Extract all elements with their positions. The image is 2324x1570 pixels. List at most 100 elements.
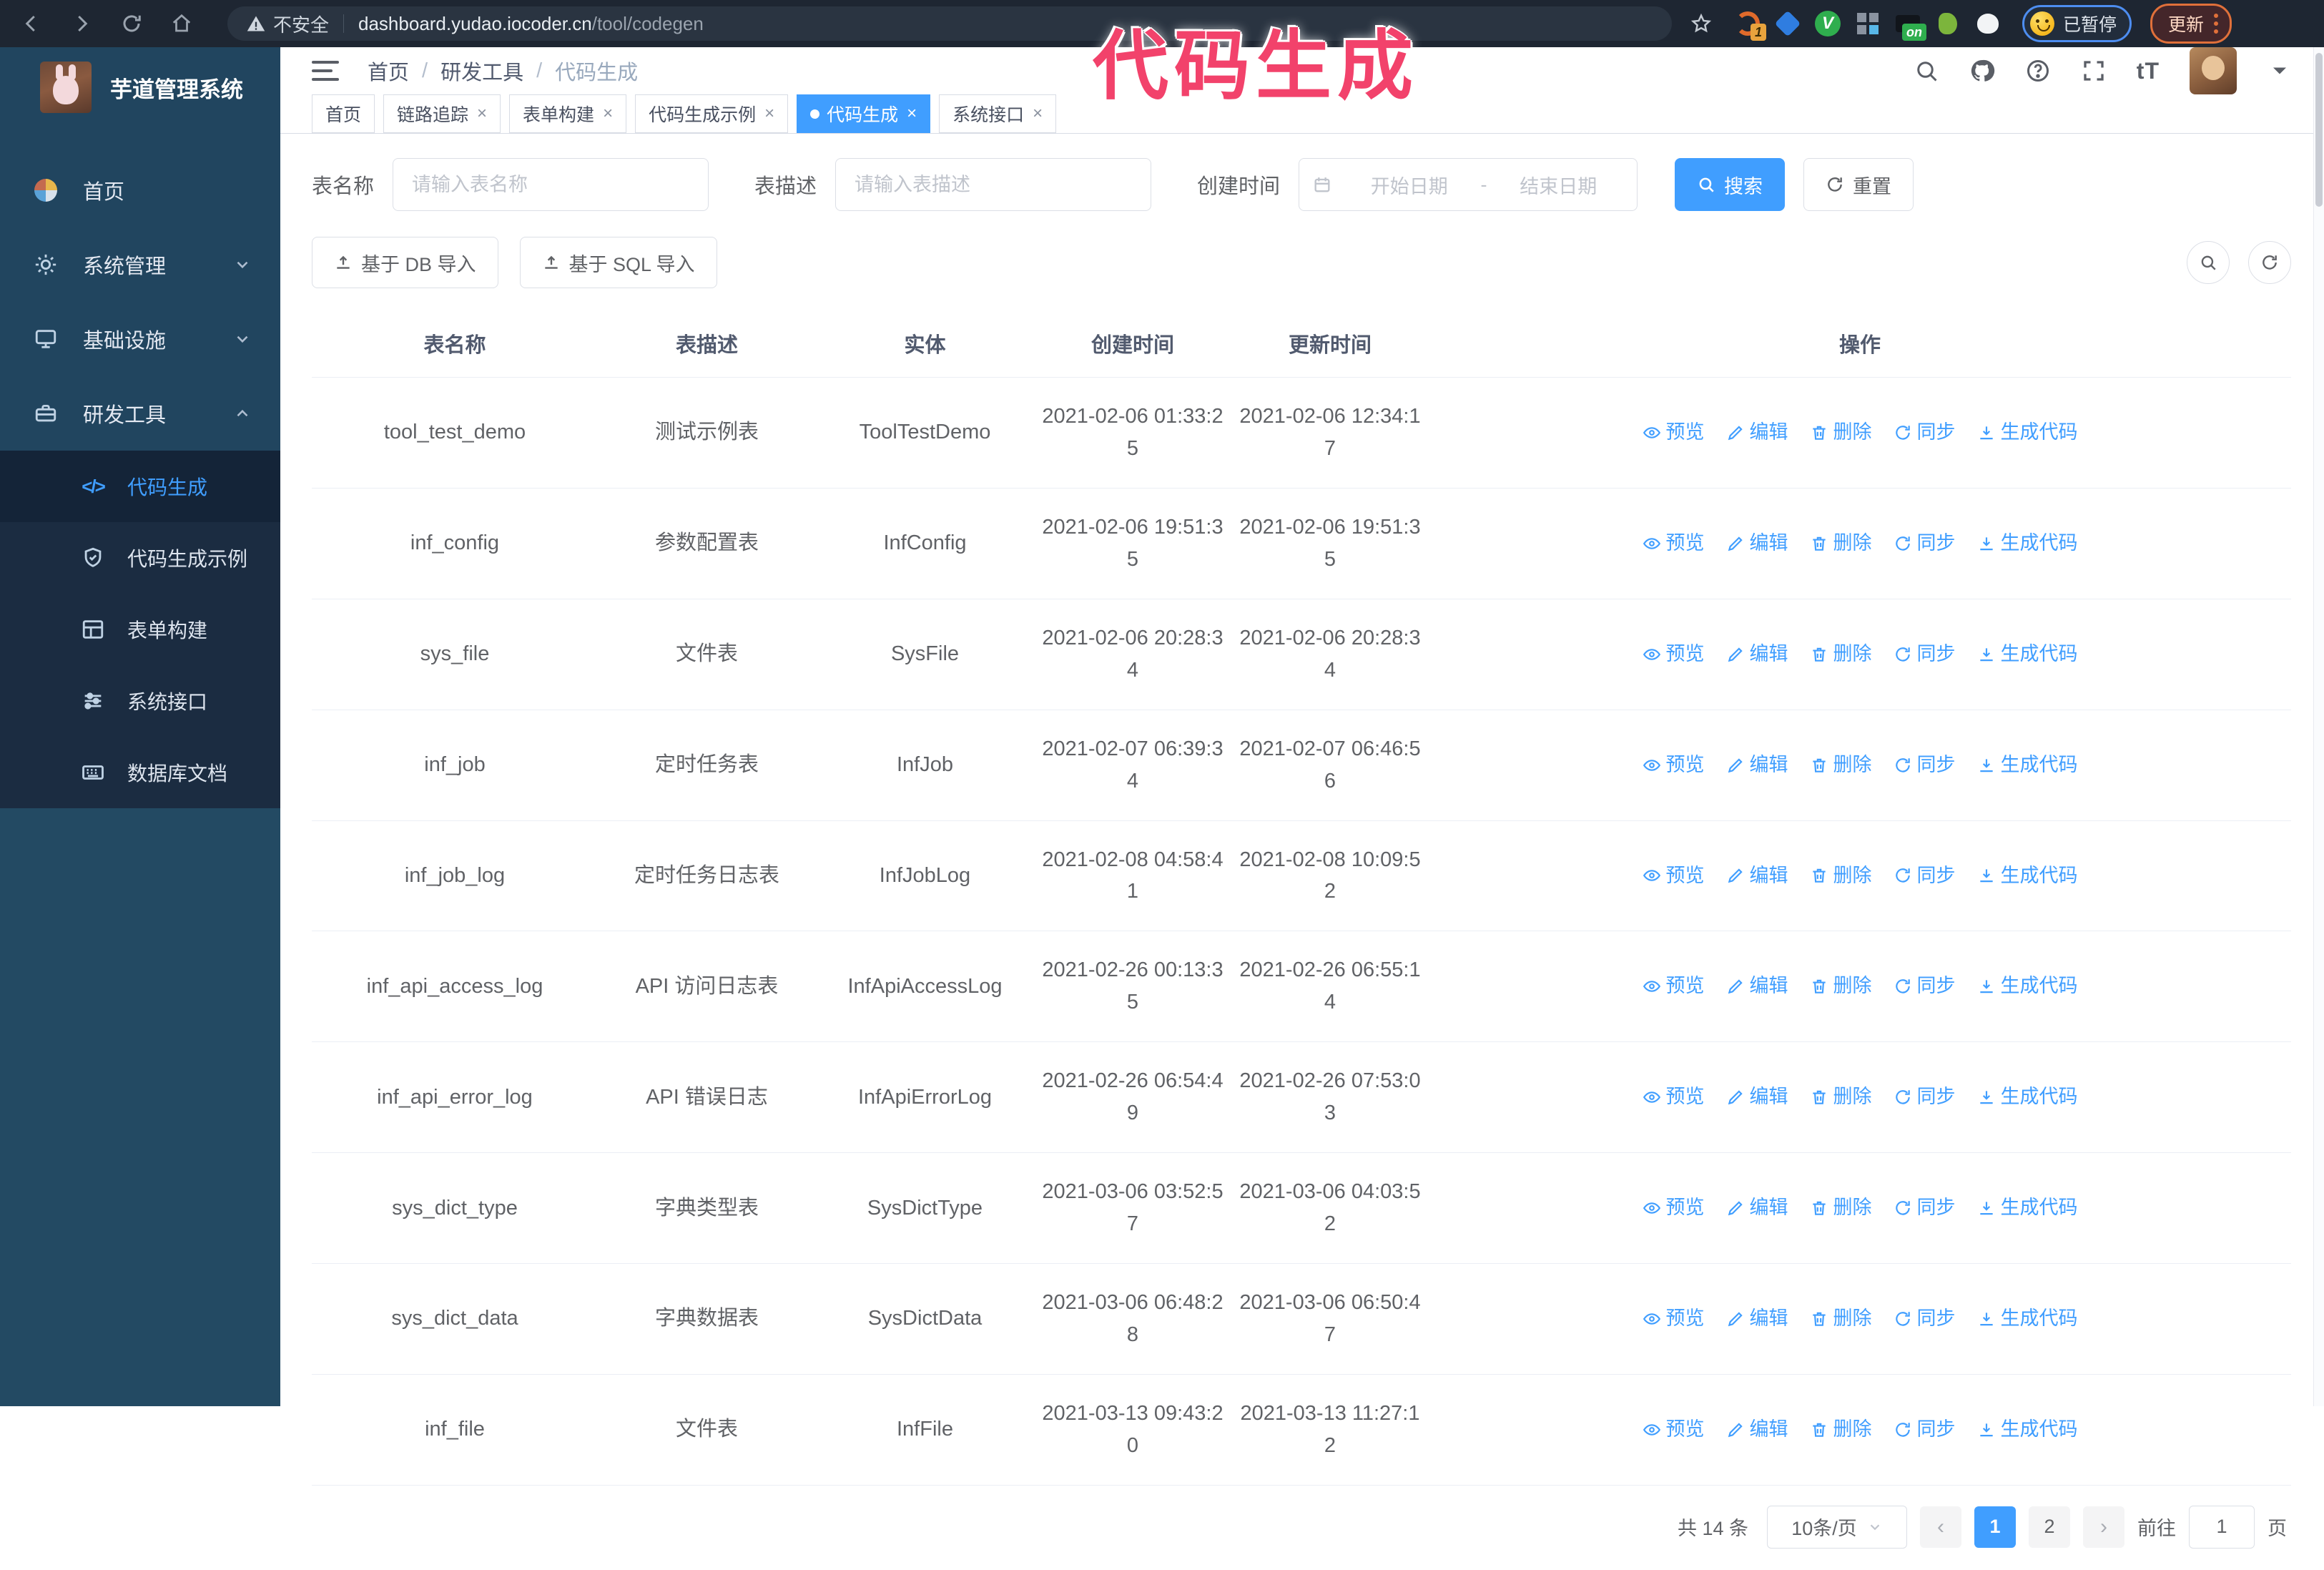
preview-link[interactable]: 预览 xyxy=(1643,529,1705,559)
generate-code-link[interactable]: 生成代码 xyxy=(1977,971,2078,1001)
address-bar[interactable]: 不安全 dashboard.yudao.iocoder.cn/tool/code… xyxy=(227,6,1672,41)
browser-update-button[interactable]: 更新 xyxy=(2150,4,2232,44)
tag-代码生成[interactable]: 代码生成 × xyxy=(797,94,931,133)
fullscreen-icon[interactable] xyxy=(2081,58,2107,84)
edit-link[interactable]: 编辑 xyxy=(1726,750,1788,780)
sync-link[interactable]: 同步 xyxy=(1894,418,1956,448)
url-host[interactable]: dashboard.yudao.iocoder.cn xyxy=(358,12,592,34)
refresh-table-button[interactable] xyxy=(2248,241,2291,284)
generate-code-link[interactable]: 生成代码 xyxy=(1977,1082,2078,1112)
delete-link[interactable]: 删除 xyxy=(1810,750,1872,780)
browser-menu-kebab-icon[interactable] xyxy=(2214,14,2219,34)
url-path[interactable]: /tool/codegen xyxy=(591,12,704,34)
browser-back-icon[interactable] xyxy=(16,8,47,39)
generate-code-link[interactable]: 生成代码 xyxy=(1977,861,2078,891)
sync-link[interactable]: 同步 xyxy=(1894,1415,1956,1445)
generate-code-link[interactable]: 生成代码 xyxy=(1977,750,2078,780)
preview-link[interactable]: 预览 xyxy=(1643,1415,1705,1445)
delete-link[interactable]: 删除 xyxy=(1810,1415,1872,1445)
browser-reload-icon[interactable] xyxy=(116,8,147,39)
hamburger-icon[interactable] xyxy=(312,61,339,81)
generate-code-link[interactable]: 生成代码 xyxy=(1977,1415,2078,1445)
extension-check-icon[interactable]: V xyxy=(1813,9,1842,38)
generate-code-link[interactable]: 生成代码 xyxy=(1977,529,2078,559)
toggle-search-button[interactable] xyxy=(2187,241,2230,284)
close-icon[interactable]: × xyxy=(764,104,775,123)
close-icon[interactable]: × xyxy=(603,104,614,123)
page-button-1[interactable]: 1 xyxy=(1974,1506,2016,1548)
preview-link[interactable]: 预览 xyxy=(1643,418,1705,448)
sidebar-item-infrastructure[interactable]: 基础设施 xyxy=(0,302,280,376)
preview-link[interactable]: 预览 xyxy=(1643,1304,1705,1334)
table-name-input[interactable] xyxy=(393,158,709,211)
search-button[interactable]: 搜索 xyxy=(1675,158,1786,211)
extension-proxy-icon[interactable]: 1 xyxy=(1733,9,1766,41)
logo-row[interactable]: 芋道管理系统 xyxy=(0,47,280,127)
close-icon[interactable]: × xyxy=(1033,104,1043,123)
user-avatar[interactable] xyxy=(2190,47,2237,94)
sidebar-item-system-manage[interactable]: 系统管理 xyxy=(0,227,280,302)
edit-link[interactable]: 编辑 xyxy=(1726,1193,1788,1223)
date-range-picker[interactable]: 开始日期 - 结束日期 xyxy=(1299,158,1638,211)
reset-button[interactable]: 重置 xyxy=(1803,158,1914,211)
scrollbar-thumb[interactable] xyxy=(2315,53,2323,207)
delete-link[interactable]: 删除 xyxy=(1810,1304,1872,1334)
breadcrumb-home[interactable]: 首页 xyxy=(368,62,410,84)
delete-link[interactable]: 删除 xyxy=(1810,1082,1872,1112)
sync-link[interactable]: 同步 xyxy=(1894,529,1956,559)
delete-link[interactable]: 删除 xyxy=(1810,861,1872,891)
search-icon[interactable] xyxy=(1914,58,1939,84)
page-size-select[interactable]: 10条/页 xyxy=(1767,1505,1907,1549)
close-icon[interactable]: × xyxy=(477,104,488,123)
tag-首页[interactable]: 首页 xyxy=(312,94,375,133)
sync-link[interactable]: 同步 xyxy=(1894,971,1956,1001)
generate-code-link[interactable]: 生成代码 xyxy=(1977,418,2078,448)
close-icon[interactable]: × xyxy=(907,104,917,123)
tag-系统接口[interactable]: 系统接口 × xyxy=(939,94,1057,133)
next-page-button[interactable]: › xyxy=(2083,1506,2124,1548)
table-desc-input[interactable] xyxy=(835,158,1152,211)
edit-link[interactable]: 编辑 xyxy=(1726,861,1788,891)
tag-代码生成示例[interactable]: 代码生成示例 × xyxy=(635,94,789,133)
sync-link[interactable]: 同步 xyxy=(1894,1304,1956,1334)
generate-code-link[interactable]: 生成代码 xyxy=(1977,639,2078,669)
edit-link[interactable]: 编辑 xyxy=(1726,418,1788,448)
help-icon[interactable] xyxy=(2025,58,2051,84)
browser-profile-chip[interactable]: 已暂停 xyxy=(2022,5,2132,42)
sync-link[interactable]: 同步 xyxy=(1894,750,1956,780)
sidebar-item-home[interactable]: 首页 xyxy=(0,153,280,227)
browser-home-icon[interactable] xyxy=(166,8,197,39)
preview-link[interactable]: 预览 xyxy=(1643,971,1705,1001)
sync-link[interactable]: 同步 xyxy=(1894,1082,1956,1112)
extension-green-icon[interactable] xyxy=(1934,9,1962,38)
delete-link[interactable]: 删除 xyxy=(1810,639,1872,669)
browser-forward-icon[interactable] xyxy=(66,8,97,39)
preview-link[interactable]: 预览 xyxy=(1643,1193,1705,1223)
generate-code-link[interactable]: 生成代码 xyxy=(1977,1193,2078,1223)
sync-link[interactable]: 同步 xyxy=(1894,861,1956,891)
sidebar-item-system-api[interactable]: 系统接口 xyxy=(0,665,280,737)
delete-link[interactable]: 删除 xyxy=(1810,418,1872,448)
extension-gem-icon[interactable] xyxy=(1773,9,1802,38)
sidebar-item-form-builder[interactable]: 表单构建 xyxy=(0,594,280,665)
sidebar-item-codegen[interactable]: </> 代码生成 xyxy=(0,451,280,522)
sync-link[interactable]: 同步 xyxy=(1894,639,1956,669)
sidebar-item-dev-tools[interactable]: 研发工具 xyxy=(0,376,280,451)
generate-code-link[interactable]: 生成代码 xyxy=(1977,1304,2078,1334)
breadcrumb-devtools[interactable]: 研发工具 xyxy=(440,62,524,84)
preview-link[interactable]: 预览 xyxy=(1643,639,1705,669)
github-icon[interactable] xyxy=(1969,58,1995,84)
edit-link[interactable]: 编辑 xyxy=(1726,639,1788,669)
extension-switch-icon[interactable]: on xyxy=(1894,9,1926,41)
edit-link[interactable]: 编辑 xyxy=(1726,529,1788,559)
end-date-placeholder[interactable]: 结束日期 xyxy=(1520,175,1597,197)
tag-链路追踪[interactable]: 链路追踪 × xyxy=(383,94,501,133)
sync-link[interactable]: 同步 xyxy=(1894,1193,1956,1223)
security-label[interactable]: 不安全 xyxy=(273,14,330,36)
delete-link[interactable]: 删除 xyxy=(1810,529,1872,559)
preview-link[interactable]: 预览 xyxy=(1643,750,1705,780)
delete-link[interactable]: 删除 xyxy=(1810,1193,1872,1223)
preview-link[interactable]: 预览 xyxy=(1643,1082,1705,1112)
sidebar-item-db-doc[interactable]: 数据库文档 xyxy=(0,737,280,808)
extension-paw-icon[interactable] xyxy=(1974,9,2002,38)
